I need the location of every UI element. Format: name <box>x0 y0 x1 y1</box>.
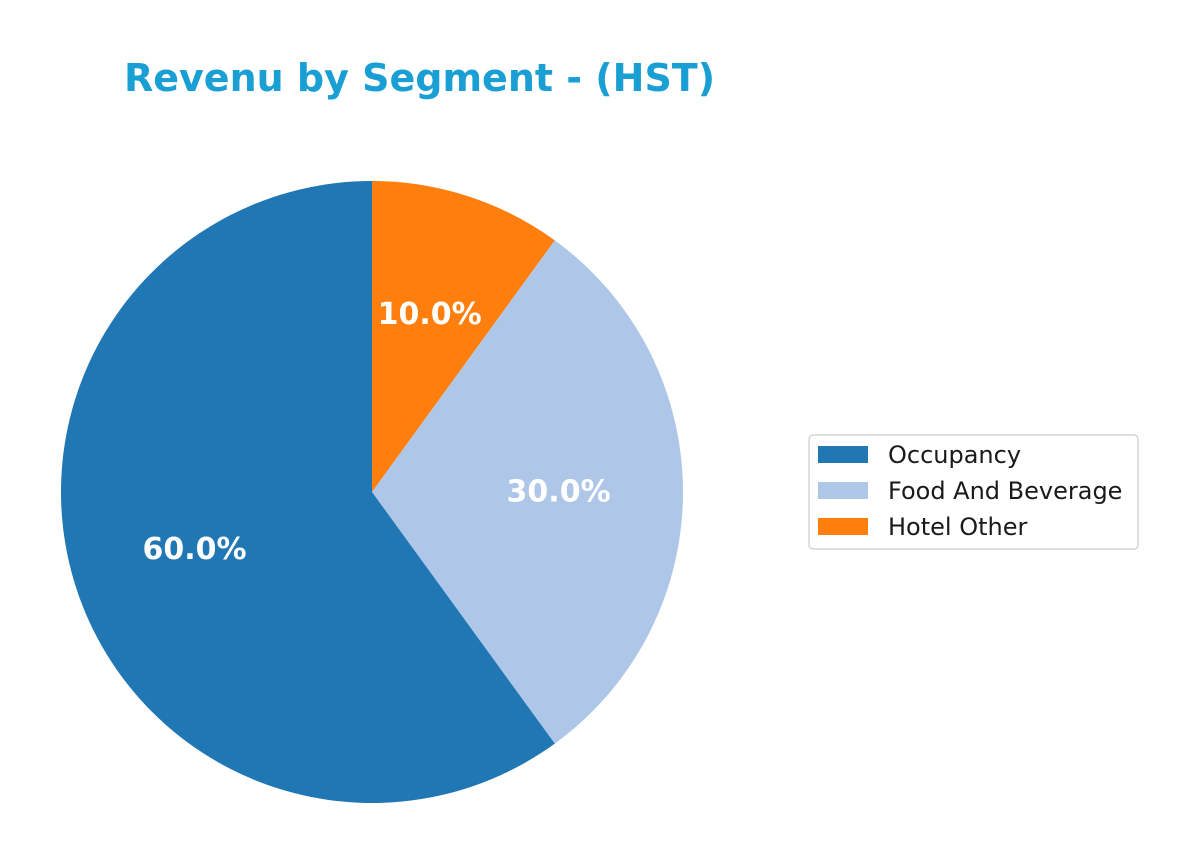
chart-title: Revenu by Segment - (HST) <box>124 56 715 100</box>
legend-label-hotel-other: Hotel Other <box>888 513 1027 541</box>
legend-label-food-and-beverage: Food And Beverage <box>888 477 1122 505</box>
legend: Occupancy Food And Beverage Hotel Other <box>808 434 1139 550</box>
pie-slice-hotel-other <box>372 181 555 492</box>
pie-label-hotel-other: 10.0% <box>378 297 482 332</box>
pie-label-occupancy: 60.0% <box>142 532 246 567</box>
legend-swatch-food-and-beverage <box>818 482 868 499</box>
legend-swatch-hotel-other <box>818 518 868 535</box>
pie-slice-labels: 10.0% 30.0% 60.0% <box>142 297 610 567</box>
legend-swatch-occupancy <box>818 446 868 463</box>
legend-frame <box>808 434 1139 550</box>
pie-slice-food-and-beverage <box>372 240 683 744</box>
pie-slice-occupancy <box>60 181 555 804</box>
legend-label-occupancy: Occupancy <box>888 441 1021 469</box>
pie-slices <box>60 181 683 804</box>
legend-entries: Occupancy Food And Beverage Hotel Other <box>818 441 1122 541</box>
pie-label-food-and-beverage: 30.0% <box>507 475 611 510</box>
